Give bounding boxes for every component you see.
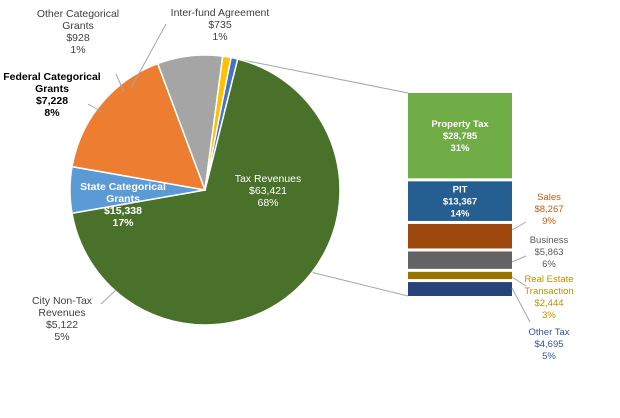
pie-label-federal_categorical-line: Grants (35, 83, 69, 95)
pie-label-city_non_tax-line: City Non-Tax (32, 295, 93, 307)
bar-label-business: Business $5,863 6% (530, 235, 569, 270)
data-labels: Tax Revenues $63,421 68% City Non-Tax Revenu… (3, 7, 573, 362)
pie-label-inter_fund-line: 1% (212, 31, 227, 43)
pie-label-federal_categorical: Federal Categorical Grants $7,228 8% (3, 71, 101, 119)
bar-label-real_estate-line: Real Estate (524, 274, 573, 285)
leader-line-sales (511, 221, 527, 231)
bar-label-property_tax-line: Property Tax (431, 119, 489, 130)
pie-label-tax: Tax Revenues $63,421 68% (235, 173, 302, 209)
bar-label-property_tax: Property Tax $28,785 31% (431, 119, 489, 154)
pie-label-state_categorical-line: $15,338 (104, 205, 142, 217)
bar-label-property_tax-line: 31% (450, 143, 470, 154)
bar-label-sales-line: Sales (537, 192, 561, 203)
pie-label-state_categorical-line: 17% (112, 217, 134, 229)
pie-label-inter_fund-line: $735 (208, 19, 232, 31)
bar-label-other_tax: Other Tax $4,695 5% (528, 327, 569, 362)
pie-label-other_categorical-line: $928 (66, 32, 90, 44)
bar-label-real_estate-line: 3% (542, 310, 556, 321)
leader-line-business (511, 255, 527, 263)
bar-label-other_tax-line: Other Tax (528, 327, 569, 338)
pie-label-federal_categorical-line: Federal Categorical (3, 71, 101, 83)
bar-label-pit: PIT $13,367 14% (443, 185, 477, 220)
pie-label-city_non_tax-line: $5,122 (46, 319, 78, 331)
pie-label-other_categorical: Other Categorical Grants $928 1% (37, 8, 119, 56)
pie-slice-state_categorical (71, 62, 207, 191)
pie-label-tax-line: 68% (257, 197, 278, 209)
connector-top (237, 58, 409, 94)
bar-segment-real_estate (408, 271, 512, 280)
leader-line-inter_fund (130, 23, 167, 89)
pie-label-federal_categorical-line: 8% (44, 107, 60, 119)
leader-line-federal_categorical (87, 103, 103, 113)
bar-label-property_tax-line: $28,785 (443, 131, 478, 142)
bar-label-sales-line: 9% (542, 216, 556, 227)
bar-label-business-line: Business (530, 235, 569, 246)
bar-segment-property_tax (408, 93, 512, 179)
pie-label-state_categorical: State Categorical Grants $15,338 17% (80, 181, 166, 229)
leader-line-real_estate (511, 276, 527, 287)
bar-label-sales-line: $8,267 (534, 204, 563, 215)
pie-label-inter_fund-line: Inter-fund Agreement (171, 7, 270, 19)
pie-label-inter_fund: Inter-fund Agreement $735 1% (171, 7, 270, 43)
bar-segment-sales (408, 223, 512, 249)
leader-line-other_categorical (115, 73, 125, 93)
leader-line-city_non_tax (100, 289, 117, 305)
bar-label-real_estate-line: $2,444 (534, 298, 563, 309)
bar-label-other_tax-line: 5% (542, 351, 556, 362)
pie-label-federal_categorical-line: $7,228 (36, 95, 68, 107)
bar-label-real_estate: Real Estate Transaction $2,444 3% (524, 274, 573, 321)
pie-label-city_non_tax-line: 5% (54, 331, 69, 343)
pie-label-city_non_tax-line: Revenues (38, 307, 85, 319)
leader-line-other_tax (511, 287, 531, 323)
pie-slice-tax (71, 58, 341, 326)
pie-label-state_categorical-line: State Categorical (80, 181, 166, 193)
bar-label-other_tax-line: $4,695 (534, 339, 563, 350)
bar-segment-business (408, 251, 512, 269)
bar-label-pit-line: $13,367 (443, 197, 477, 208)
pie (69, 54, 341, 326)
pie-label-other_categorical-line: Other Categorical (37, 8, 119, 20)
pie-slice-inter_fund (204, 56, 239, 191)
pie-label-tax-line: Tax Revenues (235, 173, 302, 185)
bar-label-pit-line: PIT (453, 185, 468, 196)
bar-label-business-line: 6% (542, 259, 556, 270)
bar-segment-other_tax (408, 282, 512, 296)
bar-label-pit-line: 14% (450, 209, 470, 220)
bar-segment-pit (408, 181, 512, 221)
pie-label-city_non_tax: City Non-Tax Revenues $5,122 5% (32, 295, 93, 343)
leader-lines (87, 23, 531, 323)
pie-label-other_categorical-line: Grants (62, 20, 94, 32)
pie-label-state_categorical-line: Grants (106, 193, 140, 205)
bar-label-sales: Sales $8,267 9% (534, 192, 563, 227)
pie-label-tax-line: $63,421 (249, 185, 287, 197)
bar-label-real_estate-line: Transaction (524, 286, 573, 297)
pie-label-other_categorical-line: 1% (70, 44, 85, 56)
stacked-bar (408, 93, 512, 296)
bar-label-business-line: $5,863 (534, 247, 563, 258)
